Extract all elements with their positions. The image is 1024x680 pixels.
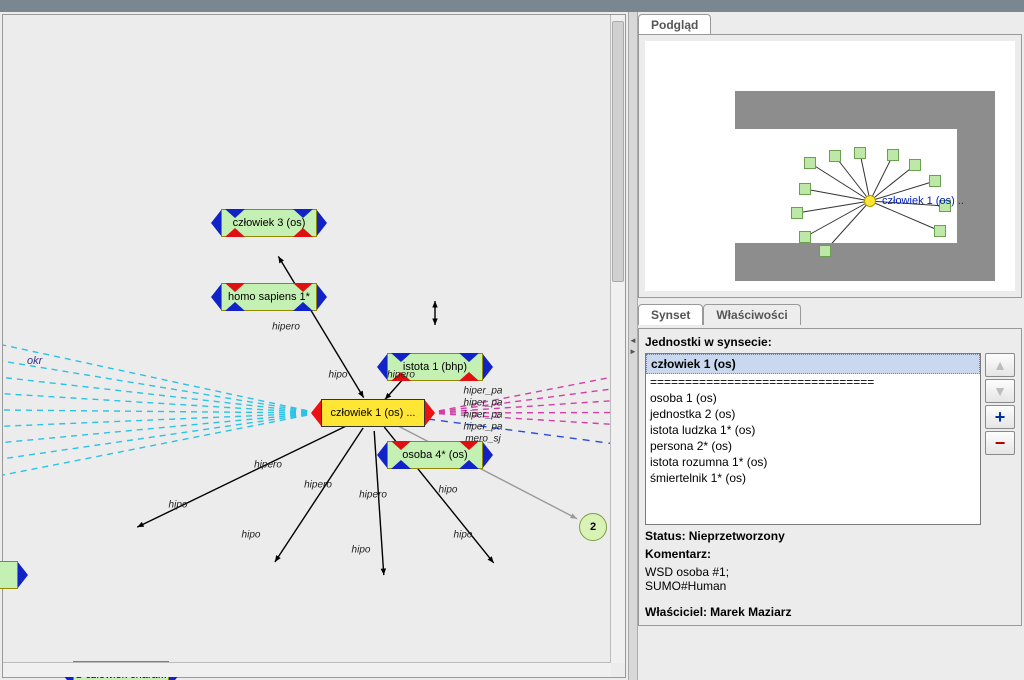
preview-section: Podgląd człowiek 1 (os) .. <box>638 14 1022 298</box>
synset-item[interactable]: persona 2* (os) <box>646 438 980 454</box>
graph-node[interactable]: człowiek 1 (os) ... <box>311 399 435 427</box>
graph-node[interactable]: człowiek 3 (os) <box>211 209 327 237</box>
graph-node[interactable]: osoba 4* (os) <box>377 441 493 469</box>
partial-label-okr: okr <box>27 355 42 367</box>
status-row: Status: Nieprzetworzony <box>645 529 1015 543</box>
owner-value: Marek Maziarz <box>710 605 791 619</box>
splitter-left-icon: ◄ <box>629 336 637 345</box>
comment-value: WSD osoba #1; SUMO#Human <box>645 565 1015 593</box>
tab-preview[interactable]: Podgląd <box>638 14 711 35</box>
preview-mini-node <box>804 157 816 169</box>
preview-mini-node <box>799 231 811 243</box>
synset-units-list[interactable]: człowiek 1 (os)=========================… <box>645 353 981 525</box>
preview-mini-node <box>819 245 831 257</box>
synset-item[interactable]: śmiertelnik 1* (os) <box>646 470 980 486</box>
synset-item-selected[interactable]: człowiek 1 (os) <box>646 354 980 374</box>
preview-mini-node <box>887 149 899 161</box>
synset-item[interactable]: istota ludzka 1* (os) <box>646 422 980 438</box>
pane-splitter[interactable]: ◄ ► <box>628 12 638 680</box>
owner-row: Właściciel: Marek Maziarz <box>645 605 1015 619</box>
splitter-right-icon: ► <box>629 347 637 356</box>
graph-node[interactable] <box>0 561 28 589</box>
preview-center-node <box>864 195 876 207</box>
graph-hscrollbar[interactable] <box>3 662 611 677</box>
tab-synset[interactable]: Synset <box>638 304 703 325</box>
synset-item[interactable]: istota rozumna 1* (os) <box>646 454 980 470</box>
preview-panel[interactable]: człowiek 1 (os) .. <box>638 34 1022 298</box>
preview-mini-node <box>799 183 811 195</box>
move-up-button[interactable]: ▲ <box>985 353 1015 377</box>
synset-divider: ================================ <box>646 374 980 390</box>
synset-item[interactable]: osoba 1 (os) <box>646 390 980 406</box>
synset-section: Synset Właściwości Jednostki w synsecie:… <box>638 304 1022 626</box>
synset-units-label: Jednostki w synsecie: <box>645 335 1015 349</box>
graph-expand-node[interactable]: 2 <box>579 513 607 541</box>
status-value: Nieprzetworzony <box>689 529 785 543</box>
preview-mini-node <box>829 150 841 162</box>
add-unit-button[interactable]: + <box>985 405 1015 429</box>
graph-canvas[interactable]: człowiek 1 (os) ... człowiek 3 (os) homo s… <box>2 14 626 678</box>
graph-node[interactable]: homo sapiens 1* <box>211 283 327 311</box>
synset-item[interactable]: jednostka 2 (os) <box>646 406 980 422</box>
preview-mini-node <box>854 147 866 159</box>
preview-mini-node <box>909 159 921 171</box>
preview-mini-node <box>934 225 946 237</box>
preview-label: człowiek 1 (os) .. <box>882 195 964 207</box>
remove-unit-button[interactable]: − <box>985 431 1015 455</box>
owner-label: Właściciel: <box>645 605 707 619</box>
graph-vscrollbar[interactable] <box>610 15 625 663</box>
preview-mini-node <box>791 207 803 219</box>
tab-properties[interactable]: Właściwości <box>703 304 800 325</box>
move-down-button[interactable]: ▼ <box>985 379 1015 403</box>
synset-panel: Jednostki w synsecie: człowiek 1 (os)===… <box>638 328 1022 626</box>
status-label: Status: <box>645 529 686 543</box>
preview-mini-node <box>929 175 941 187</box>
main-area: człowiek 1 (os) ... człowiek 3 (os) homo s… <box>0 12 1024 680</box>
right-sidebar: Podgląd człowiek 1 (os) .. Synset Właści… <box>638 14 1022 678</box>
top-toolbar-strip <box>0 0 1024 12</box>
comment-label: Komentarz: <box>645 547 1015 561</box>
